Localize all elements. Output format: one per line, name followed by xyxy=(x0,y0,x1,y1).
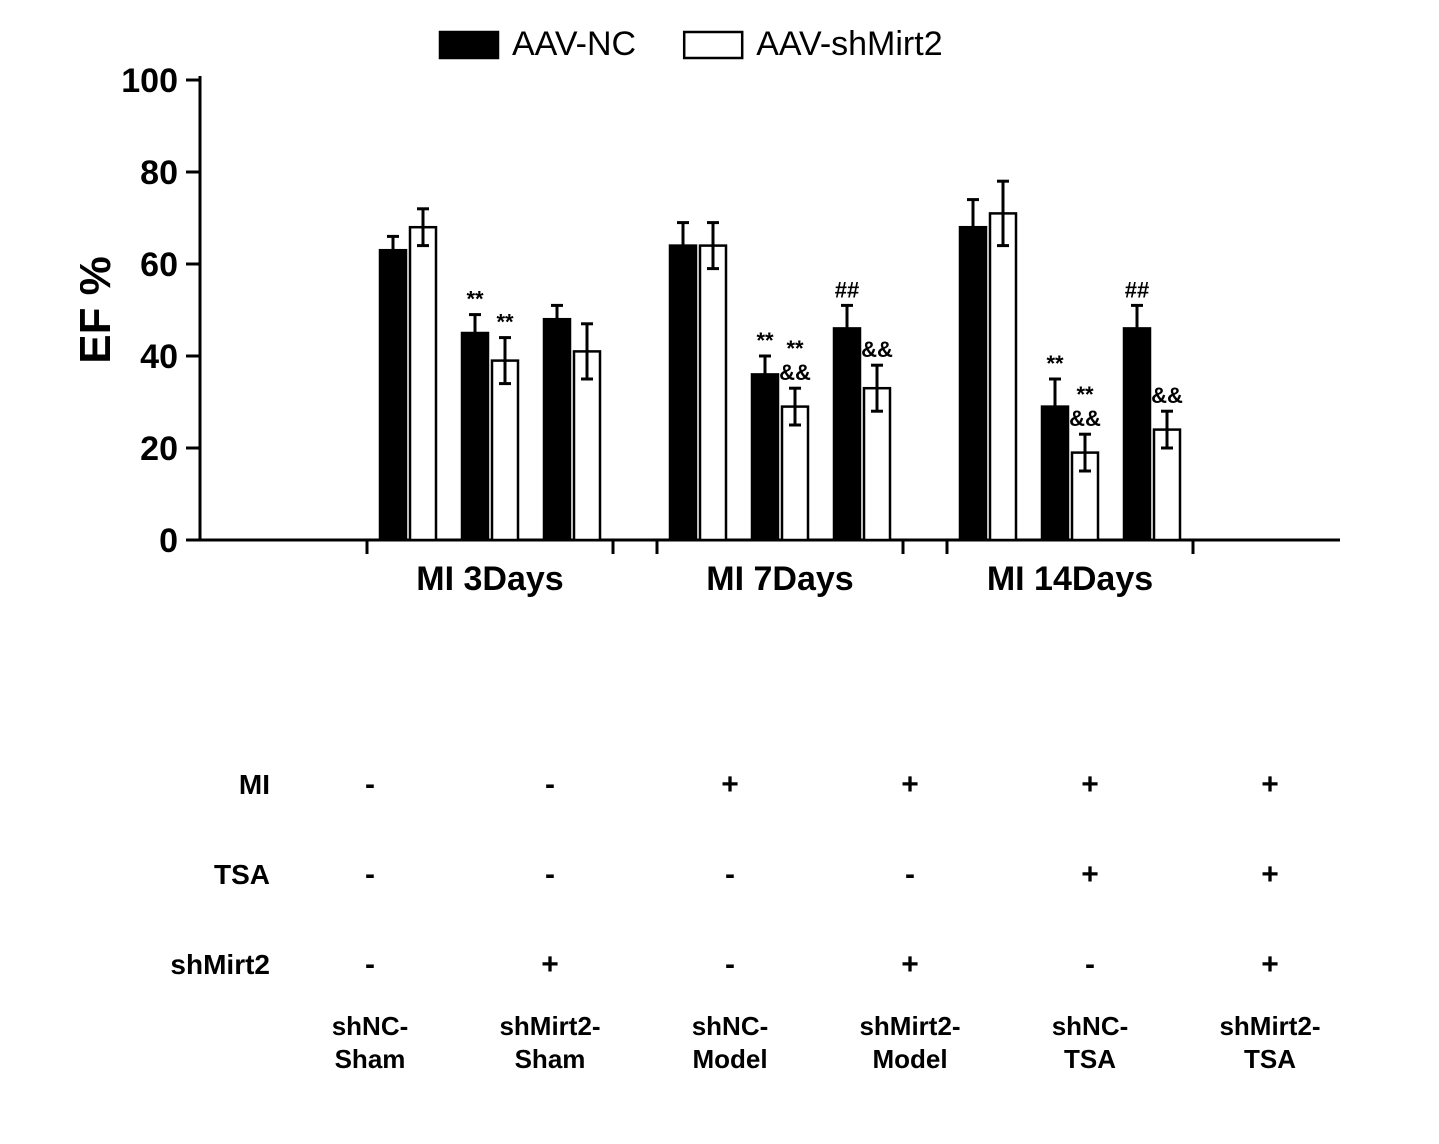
svg-text:**: ** xyxy=(466,287,484,312)
svg-text:##: ## xyxy=(835,277,859,302)
col-label: shMirt2-TSA xyxy=(1180,1010,1360,1075)
col-label: shMirt2-Model xyxy=(820,1010,1000,1075)
cell: + xyxy=(820,768,1000,802)
ef-bar-chart: 020406080100EF %****MI 3Days**&&**##&&MI… xyxy=(80,20,1360,660)
cell: + xyxy=(1180,768,1360,802)
row-head-tsa: TSA xyxy=(80,859,280,891)
cell: - xyxy=(640,858,820,892)
cell: + xyxy=(1000,858,1180,892)
table-row: shMirt2 - + - + - + xyxy=(80,920,1360,1010)
svg-text:40: 40 xyxy=(140,338,178,376)
svg-text:20: 20 xyxy=(140,430,178,468)
cell: - xyxy=(460,768,640,802)
table-row: MI - - + + + + xyxy=(80,740,1360,830)
col-label: shNC-TSA xyxy=(1000,1010,1180,1075)
cell: - xyxy=(280,768,460,802)
cell: - xyxy=(640,948,820,982)
svg-text:**: ** xyxy=(756,328,774,353)
svg-text:**: ** xyxy=(1046,351,1064,376)
svg-text:MI 3Days: MI 3Days xyxy=(416,560,563,598)
row-head-mi: MI xyxy=(80,769,280,801)
svg-text:EF %: EF % xyxy=(80,256,120,364)
cell: - xyxy=(280,858,460,892)
table-row: shNC-Sham shMirt2-Sham shNC-Model shMirt… xyxy=(80,1010,1360,1090)
table-row: TSA - - - - + + xyxy=(80,830,1360,920)
col-label: shMirt2-Sham xyxy=(460,1010,640,1075)
cell: + xyxy=(1000,768,1180,802)
svg-text:AAV-NC: AAV-NC xyxy=(512,25,636,63)
cell: + xyxy=(1180,948,1360,982)
svg-text:MI 7Days: MI 7Days xyxy=(706,560,853,598)
row-head-shmirt2: shMirt2 xyxy=(80,949,280,981)
cell: - xyxy=(1000,948,1180,982)
cell: - xyxy=(280,948,460,982)
svg-text:&&: && xyxy=(861,337,893,362)
cell: + xyxy=(1180,858,1360,892)
cell: + xyxy=(640,768,820,802)
svg-text:AAV-shMirt2: AAV-shMirt2 xyxy=(756,25,942,63)
svg-text:100: 100 xyxy=(121,62,178,100)
cell: - xyxy=(820,858,1000,892)
condition-table: MI - - + + + + TSA - - - - + + shMirt2 -… xyxy=(80,740,1360,1090)
svg-text:MI 14Days: MI 14Days xyxy=(987,560,1153,598)
svg-text:&&: && xyxy=(1069,406,1101,431)
svg-text:0: 0 xyxy=(159,522,178,560)
cell: + xyxy=(820,948,1000,982)
svg-text:##: ## xyxy=(1125,277,1149,302)
svg-text:**: ** xyxy=(496,310,514,335)
svg-text:**: ** xyxy=(1076,382,1094,407)
svg-text:&&: && xyxy=(1151,383,1183,408)
svg-text:60: 60 xyxy=(140,246,178,284)
cell: - xyxy=(460,858,640,892)
cell: + xyxy=(460,948,640,982)
svg-text:**: ** xyxy=(786,336,804,361)
svg-text:&&: && xyxy=(779,360,811,385)
col-label: shNC-Model xyxy=(640,1010,820,1075)
svg-text:80: 80 xyxy=(140,154,178,192)
col-label: shNC-Sham xyxy=(280,1010,460,1075)
